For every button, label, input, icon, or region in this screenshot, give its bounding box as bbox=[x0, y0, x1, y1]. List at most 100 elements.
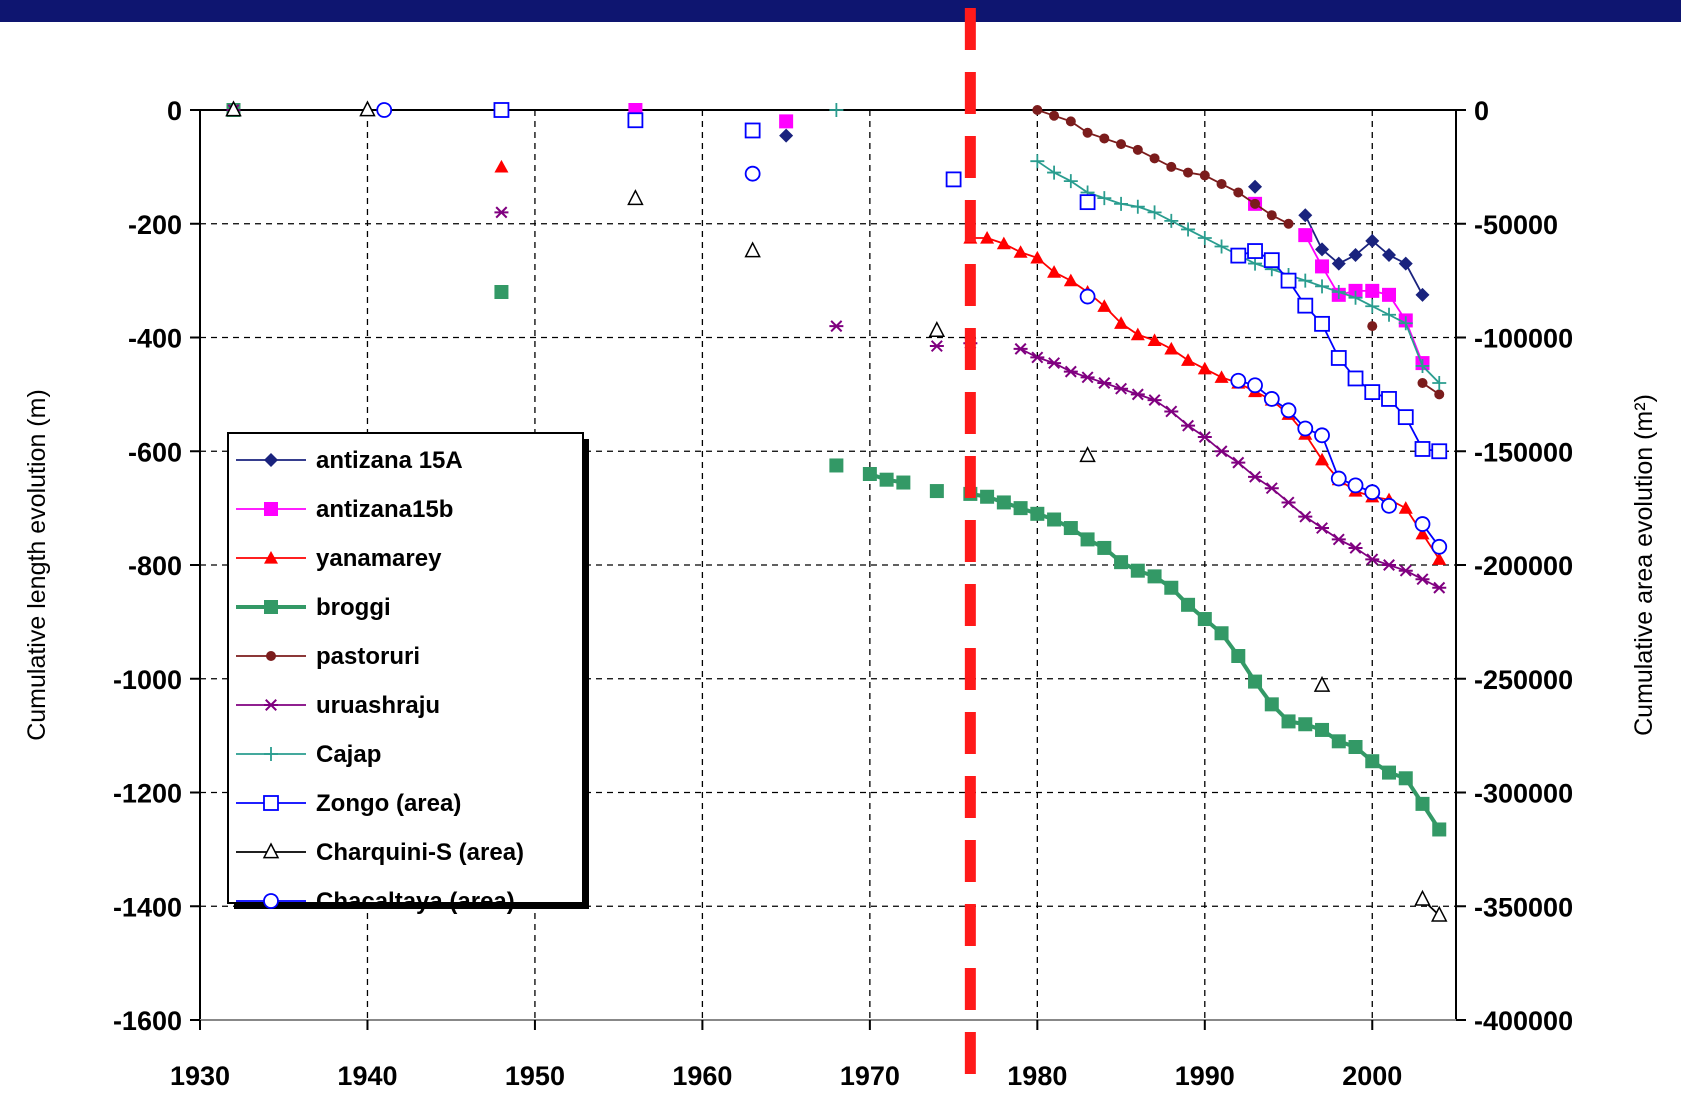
series-line-segment bbox=[1070, 180, 1089, 194]
data-point bbox=[225, 100, 242, 117]
legend-item: antizana 15A bbox=[236, 447, 463, 474]
y2-tick-label: -300000 bbox=[1474, 779, 1573, 809]
data-point bbox=[1248, 179, 1263, 194]
series-line-segment bbox=[1170, 220, 1189, 231]
data-point bbox=[1030, 250, 1045, 264]
data-point bbox=[1231, 456, 1246, 469]
data-point bbox=[1330, 470, 1347, 487]
legend-marker bbox=[264, 453, 278, 467]
legend-marker bbox=[262, 842, 280, 859]
x-tick-label: 1990 bbox=[1175, 1061, 1235, 1091]
x-tick-label: 1960 bbox=[672, 1061, 732, 1091]
legend-box bbox=[227, 432, 584, 904]
data-point bbox=[627, 112, 644, 129]
data-point bbox=[1063, 273, 1078, 287]
legend-item: pastoruri bbox=[236, 643, 420, 670]
data-point bbox=[1049, 110, 1060, 121]
y-tick-label: -800 bbox=[128, 551, 182, 581]
data-point bbox=[1281, 714, 1296, 729]
series-line-segment bbox=[1404, 322, 1424, 367]
series-line-segment bbox=[1036, 160, 1055, 174]
data-point bbox=[627, 189, 644, 206]
series-line-segment bbox=[1204, 237, 1222, 248]
data-point bbox=[1147, 333, 1162, 346]
x-tick-label: 1950 bbox=[505, 1061, 565, 1091]
data-point bbox=[1063, 521, 1078, 536]
data-point bbox=[1116, 139, 1127, 150]
data-point bbox=[1097, 299, 1112, 312]
y2-tick-label: -250000 bbox=[1474, 665, 1573, 695]
data-point bbox=[1330, 350, 1347, 366]
data-point bbox=[1030, 506, 1045, 521]
x-tick-label: 1970 bbox=[840, 1061, 900, 1091]
y2-tick-label: -100000 bbox=[1474, 324, 1573, 354]
data-point bbox=[1183, 167, 1194, 178]
legend-item: Cajap bbox=[236, 741, 381, 768]
data-point bbox=[494, 159, 509, 173]
data-point bbox=[1298, 208, 1313, 223]
data-point bbox=[1147, 569, 1162, 584]
data-point bbox=[1348, 541, 1363, 554]
series-line-segment bbox=[1355, 296, 1373, 308]
legend-item: yanamarey bbox=[236, 545, 442, 572]
y-tick-label: -1200 bbox=[113, 779, 182, 809]
data-point bbox=[1230, 247, 1247, 264]
data-point bbox=[1331, 734, 1346, 749]
data-point bbox=[1414, 889, 1431, 906]
data-point bbox=[980, 230, 995, 244]
y-tick-label: -600 bbox=[128, 437, 182, 467]
data-point bbox=[1280, 272, 1297, 289]
data-point bbox=[1364, 384, 1381, 401]
data-point bbox=[1415, 526, 1430, 540]
data-point bbox=[1398, 501, 1413, 514]
data-point bbox=[1097, 191, 1112, 206]
data-point bbox=[1114, 196, 1129, 211]
series-pastoruri bbox=[1032, 105, 1445, 400]
y-tick-label: -1600 bbox=[113, 1006, 182, 1036]
series-line-segment bbox=[1388, 313, 1407, 325]
y2-tick-label: -50000 bbox=[1474, 210, 1558, 240]
data-point bbox=[1365, 233, 1380, 248]
data-point bbox=[1065, 116, 1076, 127]
data-point bbox=[1283, 218, 1294, 229]
legend-item: Charquini-S (area) bbox=[236, 839, 524, 866]
data-point bbox=[1431, 538, 1448, 555]
data-point bbox=[1415, 796, 1430, 811]
data-point bbox=[862, 467, 877, 481]
data-point bbox=[1382, 287, 1397, 302]
series-line-segment bbox=[1304, 214, 1323, 250]
y2-tick-label: -200000 bbox=[1474, 551, 1573, 581]
data-point bbox=[1097, 540, 1112, 555]
data-point bbox=[1315, 279, 1330, 294]
series-line-segment bbox=[1404, 263, 1424, 296]
data-point bbox=[1181, 419, 1196, 432]
data-point bbox=[1250, 198, 1261, 209]
data-point bbox=[376, 102, 393, 118]
data-point bbox=[1197, 361, 1212, 375]
y2-tick-label: -350000 bbox=[1474, 892, 1573, 922]
data-point bbox=[1315, 242, 1330, 257]
data-point bbox=[1298, 273, 1313, 288]
data-point bbox=[1398, 256, 1413, 271]
data-point bbox=[1047, 357, 1062, 370]
title-bar bbox=[0, 0, 1681, 22]
data-point bbox=[1431, 905, 1448, 922]
data-point bbox=[1263, 252, 1280, 269]
data-point bbox=[1414, 516, 1431, 532]
data-point bbox=[1280, 402, 1297, 419]
data-point bbox=[1099, 133, 1110, 144]
data-point bbox=[1348, 740, 1363, 754]
data-point bbox=[1315, 259, 1330, 274]
data-point bbox=[1348, 290, 1363, 305]
data-point bbox=[1315, 452, 1330, 466]
data-point bbox=[1080, 371, 1095, 384]
x-tick-label: 1930 bbox=[170, 1061, 230, 1091]
data-point bbox=[996, 236, 1011, 250]
data-point bbox=[1166, 161, 1177, 172]
y-tick-label: 0 bbox=[167, 96, 182, 126]
data-point bbox=[744, 165, 761, 182]
data-point bbox=[1214, 445, 1229, 458]
y2-tick-label: -150000 bbox=[1474, 437, 1573, 467]
data-point bbox=[1164, 213, 1179, 228]
